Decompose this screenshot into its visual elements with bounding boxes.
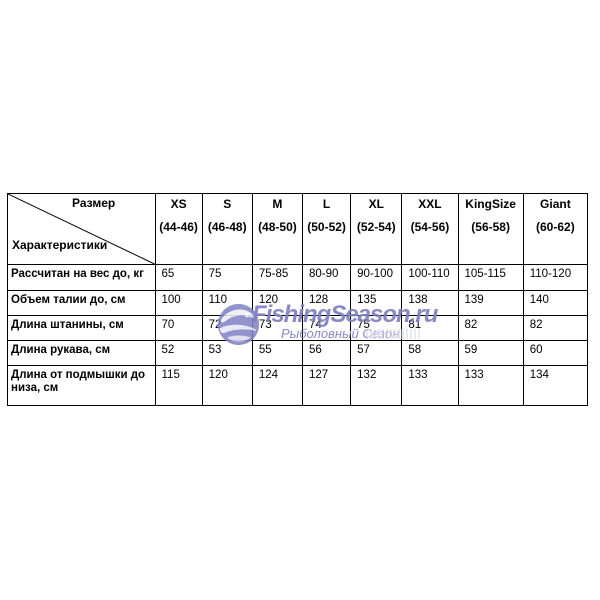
table-cell: 120: [201, 365, 253, 406]
table-cell: 110: [201, 290, 253, 316]
size-name: XXL: [418, 197, 442, 211]
row-label: Объем талии до, см: [7, 290, 156, 316]
table-cell: 100: [154, 290, 203, 316]
column-header-l: L (50-52): [301, 193, 352, 265]
corner-label-size: Размер: [72, 196, 116, 210]
column-header-s: S (46-48): [201, 193, 253, 265]
table-row-inseam: Длина штанины, см 70 72 73 74 75 81 82 8…: [7, 315, 589, 341]
table-cell: 59: [457, 340, 524, 366]
table-cell: 72: [201, 315, 253, 341]
size-range: (50-52): [307, 220, 346, 234]
size-name: M: [272, 197, 283, 211]
table-cell: 134: [522, 365, 589, 406]
table-cell: 80-90: [301, 264, 352, 291]
column-header-giant: Giant (60-62): [522, 193, 589, 265]
size-name: S: [223, 197, 232, 211]
table-cell: 55: [251, 340, 304, 366]
table-cell: 82: [522, 315, 589, 341]
size-range: (56-58): [471, 220, 510, 234]
column-header-kingsize: KingSize (56-58): [457, 193, 524, 265]
table-cell: 138: [401, 290, 459, 316]
table-cell: 139: [457, 290, 524, 316]
table-cell: 105-115: [457, 264, 524, 291]
column-header-xl: XL (52-54): [350, 193, 403, 265]
size-range: (48-50): [258, 220, 297, 234]
corner-label-characteristics: Характеристики: [12, 238, 108, 252]
diagonal-divider: [8, 194, 155, 264]
table-cell: 82: [457, 315, 524, 341]
column-header-xxl: XXL (54-56): [401, 193, 459, 265]
column-header-xs: XS (44-46): [154, 193, 203, 265]
table-cell: 135: [350, 290, 403, 316]
table-row-sleeve: Длина рукава, см 52 53 55 56 57 58 59 60: [7, 340, 589, 366]
table-cell: 53: [201, 340, 253, 366]
size-range: (46-48): [207, 220, 247, 234]
table-cell: 52: [154, 340, 203, 366]
size-range: (60-62): [536, 220, 575, 234]
row-label: Длина от подмышки до низа, см: [7, 365, 156, 406]
table-cell: 124: [251, 365, 304, 406]
table-cell: 75-85: [251, 264, 304, 291]
table-cell: 74: [301, 315, 352, 341]
table-row-waist: Объем талии до, см 100 110 120 128 135 1…: [7, 290, 589, 316]
size-chart-table: Размер Характеристики XS (44-46) S (46-4…: [7, 193, 589, 406]
table-cell: 132: [350, 365, 403, 406]
header-row: Размер Характеристики XS (44-46) S (46-4…: [7, 193, 589, 265]
size-name: Giant: [540, 197, 571, 211]
row-label: Рассчитан на вес до, кг: [7, 264, 156, 291]
size-name: KingSize: [465, 197, 516, 211]
table-cell: 58: [401, 340, 459, 366]
table-cell: 70: [154, 315, 203, 341]
table-cell: 75: [201, 264, 253, 291]
table-cell: 56: [301, 340, 352, 366]
table-cell: 90-100: [350, 264, 403, 291]
table-cell: 128: [301, 290, 352, 316]
size-range: (54-56): [410, 220, 450, 234]
table-cell: 81: [401, 315, 459, 341]
table-cell: 65: [154, 264, 203, 291]
row-label: Длина штанины, см: [7, 315, 156, 341]
table-cell: 127: [301, 365, 352, 406]
size-range: (52-54): [356, 220, 396, 234]
size-name: L: [322, 197, 331, 211]
size-name: XL: [368, 197, 384, 211]
table-cell: 140: [522, 290, 589, 316]
table-cell: 133: [401, 365, 459, 406]
row-label: Длина рукава, см: [7, 340, 156, 366]
table-row-weight: Рассчитан на вес до, кг 65 75 75-85 80-9…: [7, 264, 589, 291]
table-cell: 73: [251, 315, 304, 341]
table-cell: 75: [350, 315, 403, 341]
table-cell: 115: [154, 365, 203, 406]
table-cell: 57: [350, 340, 403, 366]
table-cell: 120: [251, 290, 304, 316]
table-cell: 110-120: [522, 264, 589, 291]
size-range: (44-46): [159, 220, 198, 234]
table-cell: 100-110: [401, 264, 459, 291]
size-name: XS: [170, 197, 187, 211]
table-row-armpit-length: Длина от подмышки до низа, см 115 120 12…: [7, 365, 589, 406]
corner-cell: Размер Характеристики: [7, 193, 156, 265]
table-cell: 133: [457, 365, 524, 406]
column-header-m: M (48-50): [251, 193, 304, 265]
table-cell: 60: [522, 340, 589, 366]
